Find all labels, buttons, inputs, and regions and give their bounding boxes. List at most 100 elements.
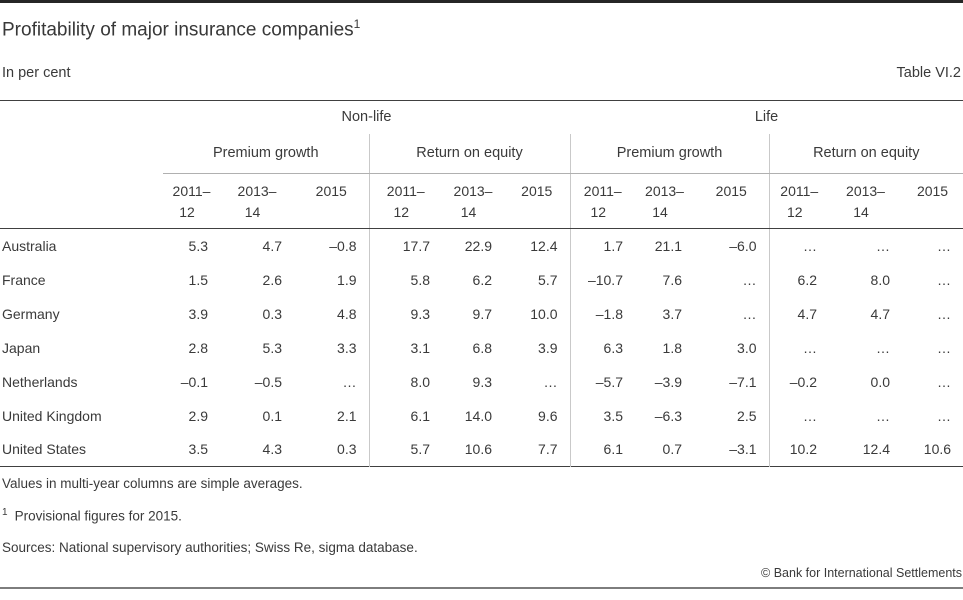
- table-row: France 1.5 2.6 1.9 5.8 6.2 5.7 –10.7 7.6… 6.2 8.0…: [0, 262, 963, 297]
- subgroup-header-row: Premium growth Return on equity Premium …: [0, 133, 963, 175]
- value-cell: 4.3: [262, 441, 282, 458]
- value-cell: 3.7: [662, 305, 682, 322]
- value-cell: 0.1: [262, 407, 282, 424]
- col-header-2011-12: 2011– 12: [163, 173, 220, 230]
- value-cell: 6.2: [768, 262, 829, 297]
- value-cell: …: [742, 271, 757, 288]
- averages-note: Values in multi-year columns are simple …: [2, 476, 303, 492]
- col-header-2013-14: 2013– 14: [829, 173, 902, 230]
- footnote-1: 1 Provisional figures for 2015.: [2, 507, 961, 524]
- value-cell: 5.7: [368, 432, 442, 467]
- value-cell: –0.2: [768, 364, 829, 399]
- value-cell: 5.3: [262, 339, 282, 356]
- value-cell: –6.3: [654, 407, 682, 424]
- value-cell: 6.3: [569, 330, 635, 365]
- table-row: Netherlands –0.1 –0.5 … 8.0 9.3 … –5.7 –3.9 –7.1–…: [0, 364, 963, 399]
- value-cell: –6.0: [729, 237, 757, 254]
- col-header-2015: 2015: [294, 173, 369, 230]
- value-cell: 5.3: [188, 237, 208, 254]
- value-cell: 7.6: [662, 271, 682, 288]
- value-cell: 0.7: [662, 441, 682, 458]
- value-cell: 3.5: [188, 441, 208, 458]
- top-rule: [0, 0, 963, 3]
- value-cell: 10.0: [530, 305, 558, 322]
- value-cell: 22.9: [464, 237, 492, 254]
- value-cell: 10.2: [768, 432, 829, 467]
- value-cell: …: [937, 305, 952, 322]
- subheader-life-return-on-equity: Return on equity: [768, 133, 963, 175]
- country-cell: Japan: [2, 339, 41, 356]
- country-cell: United Kingdom: [2, 407, 102, 424]
- value-cell: 5.8: [368, 262, 442, 297]
- subtitle-row: In per cent Table VI.2: [2, 65, 961, 81]
- value-cell: –0.5: [254, 373, 282, 390]
- footnote-1-marker: 1: [2, 507, 8, 519]
- country-cell: Netherlands: [2, 373, 78, 390]
- table-row: United Kingdom 2.9 0.1 2.1 6.1 14.0 9.6 3.5 –6.3…: [0, 398, 963, 433]
- value-cell: 12.4: [862, 441, 890, 458]
- country-column-yearheader: [0, 173, 163, 230]
- sources-note: Sources: National supervisory authoritie…: [2, 539, 418, 555]
- page-title-text: Profitability of major insurance compani…: [2, 19, 354, 41]
- value-cell: 6.2: [472, 271, 492, 288]
- value-cell: –1.8: [569, 296, 635, 331]
- value-cell: 9.3: [368, 296, 442, 331]
- value-cell: 4.7: [262, 237, 282, 254]
- value-cell: 2.1: [337, 407, 357, 424]
- value-cell: …: [543, 373, 558, 390]
- value-cell: 3.5: [569, 398, 635, 433]
- value-cell: …: [937, 373, 952, 390]
- value-cell: 3.1: [368, 330, 442, 365]
- col-header-2015: 2015: [902, 173, 963, 230]
- value-cell: –0.8: [329, 237, 357, 254]
- value-cell: 2.5: [737, 407, 757, 424]
- col-header-2015: 2015: [504, 173, 570, 230]
- table-row: United States 3.5 4.3 0.3 5.7 10.6 7.7 6.1 0.7 –3…: [0, 432, 963, 467]
- value-cell: 0.3: [262, 305, 282, 322]
- value-cell: …: [768, 398, 829, 433]
- value-cell: 9.7: [472, 305, 492, 322]
- value-cell: 2.9: [188, 407, 208, 424]
- table-notes: Values in multi-year columns are simple …: [2, 476, 961, 555]
- table-row: Germany 3.9 0.3 4.8 9.3 9.7 10.0 –1.8 3.7 … 4.7 4.7…: [0, 296, 963, 331]
- value-cell: 0.0: [870, 373, 890, 390]
- bottom-rule: [0, 586, 963, 589]
- col-header-2013-14: 2013– 14: [442, 173, 504, 230]
- value-cell: …: [876, 407, 890, 424]
- value-cell: 7.7: [538, 441, 558, 458]
- value-cell: 3.3: [337, 339, 357, 356]
- table-body: Australia 5.3 4.7 –0.8 17.7 22.9 12.4 1.7 21.1 –6…: [0, 228, 963, 467]
- value-cell: …: [342, 373, 357, 390]
- value-cell: –3.1: [729, 441, 757, 458]
- value-cell: 10.6: [923, 441, 952, 458]
- value-cell: 2.8: [188, 339, 208, 356]
- value-cell: 4.8: [337, 305, 357, 322]
- group-header-life: Life: [754, 109, 779, 126]
- value-cell: 6.1: [368, 398, 442, 433]
- value-cell: 1.5: [188, 271, 208, 288]
- value-cell: 1.8: [662, 339, 682, 356]
- value-cell: 1.9: [337, 271, 357, 288]
- group-header-row: Non-life Life: [0, 101, 963, 134]
- value-cell: –7.1: [729, 373, 757, 390]
- value-cell: 6.1: [569, 432, 635, 467]
- value-cell: 3.9: [188, 305, 208, 322]
- table-number-label: Table VI.2: [896, 65, 962, 82]
- value-cell: –10.7: [569, 262, 635, 297]
- page-title: Profitability of major insurance compani…: [2, 17, 961, 42]
- value-cell: …: [937, 407, 952, 424]
- country-cell: Germany: [2, 305, 60, 322]
- value-cell: …: [768, 228, 829, 263]
- subheader-nonlife-premium-growth: Premium growth: [163, 133, 369, 175]
- title-footnote-marker: 1: [353, 17, 361, 31]
- col-header-2013-14: 2013– 14: [220, 173, 294, 230]
- insurance-profitability-table: Non-life Life Premium growth Return on e…: [0, 100, 963, 468]
- subheader-nonlife-return-on-equity: Return on equity: [368, 133, 570, 175]
- value-cell: 5.7: [538, 271, 558, 288]
- table-row: Australia 5.3 4.7 –0.8 17.7 22.9 12.4 1.7 21.1 –6…: [0, 228, 963, 263]
- value-cell: …: [937, 271, 952, 288]
- value-cell: 21.1: [654, 237, 682, 254]
- country-cell: France: [2, 271, 46, 288]
- value-cell: 10.6: [464, 441, 492, 458]
